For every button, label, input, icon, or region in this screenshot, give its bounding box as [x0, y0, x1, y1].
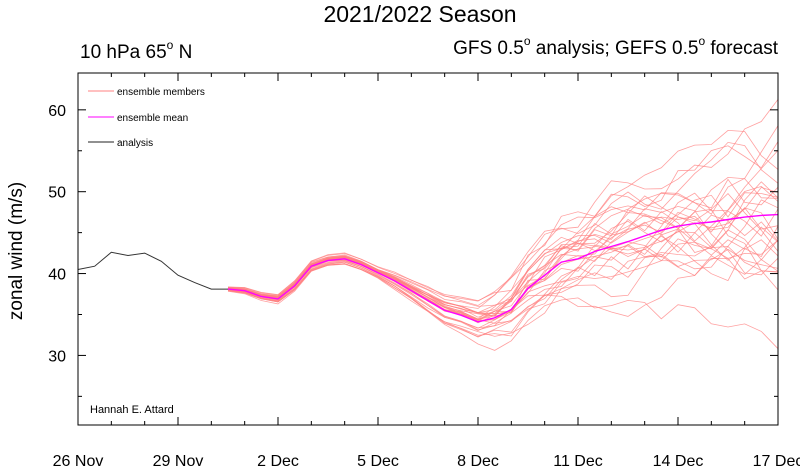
y-tick-label: 60 — [48, 103, 66, 120]
subtitle-right: GFS 0.5o analysis; GEFS 0.5o forecast — [453, 34, 779, 59]
ensemble-member-line — [227, 248, 779, 329]
analysis-line — [77, 251, 228, 290]
ensemble-member-line — [227, 208, 779, 338]
ensemble-member-line — [227, 206, 779, 307]
x-tick-label: 29 Nov — [153, 453, 204, 467]
subtitle-left-degree: o — [167, 38, 174, 52]
x-tick-label: 2 Dec — [257, 453, 299, 467]
x-tick-label: 26 Nov — [53, 453, 104, 467]
ensemble-members-group — [227, 99, 779, 351]
ensemble-member-line — [227, 207, 779, 338]
subtitle-left-text: 10 hPa 65 — [80, 42, 167, 63]
legend-members-label: ensemble members — [117, 87, 205, 98]
subtitle-left-tail: N — [173, 42, 192, 63]
x-tick-label: 5 Dec — [357, 453, 399, 467]
credit-text: Hannah E. Attard — [90, 404, 174, 416]
chart-title: 2021/2022 Season — [323, 1, 516, 27]
ensemble-member-line — [227, 225, 779, 314]
ensemble-member-line — [227, 186, 779, 331]
y-tick-label: 40 — [48, 267, 66, 284]
axis-ticks-group: 26 Nov 29 Nov 2 Dec 5 Dec 8 Dec 11 Dec 14 Dec 1… — [48, 73, 800, 467]
subtitle-right-part-c: forecast — [705, 38, 779, 59]
x-tick-label: 17 Dec — [753, 453, 800, 467]
plot-frame — [77, 72, 779, 426]
subtitle-right-part-a: GFS 0.5 — [453, 38, 524, 59]
ensemble-mean-line — [227, 213, 779, 323]
legend: ensemble members ensemble mean analysis — [88, 87, 205, 149]
ensemble-member-line — [227, 99, 779, 302]
ensemble-member-line — [227, 141, 779, 302]
subtitle-right-part-b: analysis; GEFS 0.5 — [531, 38, 699, 59]
legend-mean-label: ensemble mean — [117, 113, 188, 124]
y-tick-label: 30 — [48, 348, 66, 365]
series-lines-group — [77, 213, 779, 323]
x-tick-label: 8 Dec — [457, 453, 499, 467]
ensemble-member-line — [227, 176, 779, 317]
x-tick-label: 11 Dec — [553, 453, 603, 467]
subtitle-right-degree-2: o — [698, 34, 705, 48]
subtitle-right-degree-1: o — [524, 34, 531, 48]
legend-analysis-label: analysis — [117, 138, 153, 149]
ensemble-member-line — [227, 228, 779, 337]
subtitle-left: 10 hPa 65o N — [80, 38, 192, 63]
y-axis-label: zonal wind (m/s) — [6, 182, 27, 320]
y-tick-label: 50 — [48, 185, 66, 202]
x-tick-label: 14 Dec — [653, 453, 704, 467]
